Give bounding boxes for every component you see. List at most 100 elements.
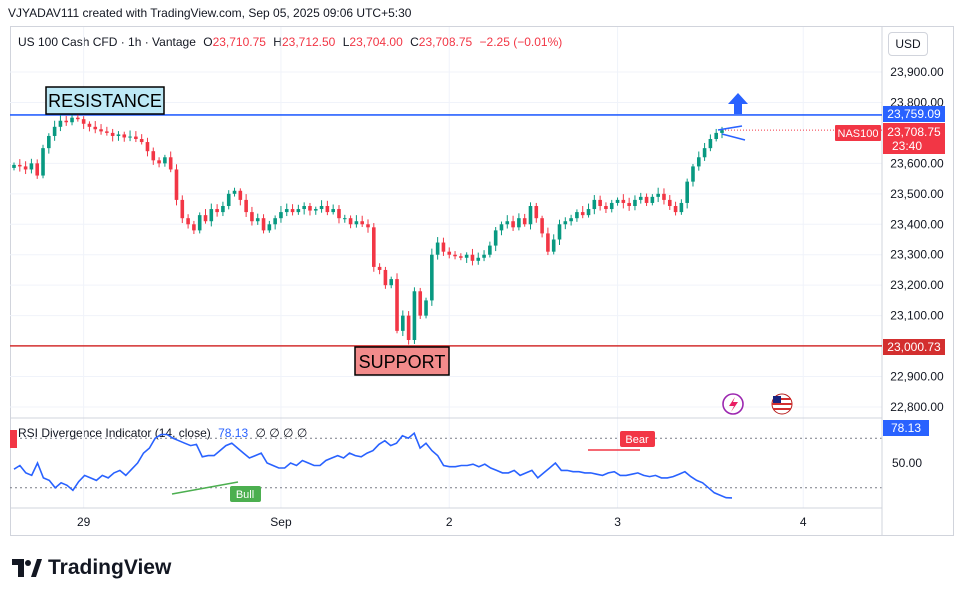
candle-body [609, 202, 614, 210]
candle-body [87, 123, 92, 127]
candle-body [12, 164, 16, 168]
candle-body [546, 233, 550, 252]
price-tick-label: 23,100.00 [890, 309, 944, 323]
candle-body [505, 221, 510, 225]
candle-body [551, 239, 556, 252]
candle-body [366, 224, 370, 228]
candle-body [615, 199, 620, 203]
candle-body [691, 166, 695, 182]
candle-body [215, 209, 219, 213]
price-axis[interactable]: 23,900.00 23,800.00 23,600.00 23,500.00 23,4… [890, 65, 944, 414]
candle-body [638, 196, 643, 200]
candle-body [720, 130, 724, 133]
candle-body [348, 218, 353, 225]
symbol-tag-box [835, 125, 881, 141]
price-tick-label: 22,900.00 [890, 370, 944, 384]
candle-body [453, 254, 457, 257]
price-tick-label: 23,300.00 [890, 248, 944, 262]
candle-body [412, 291, 417, 340]
price-tick-label: 23,900.00 [890, 65, 944, 79]
chart-creator-caption: VJYADAV111 created with TradingView.com,… [8, 6, 412, 20]
low-value: 23,704.00 [349, 35, 403, 49]
candle-body [464, 254, 469, 258]
candle-body [197, 215, 202, 231]
price-tick-label: 23,800.00 [890, 95, 944, 109]
currency-button[interactable]: USD [888, 32, 928, 56]
candle-body [192, 224, 196, 231]
support-label-box[interactable] [354, 346, 450, 376]
candle-body [70, 117, 74, 123]
tradingview-logo[interactable]: TradingView [12, 556, 171, 580]
candle-body [313, 209, 318, 211]
candle-body [430, 254, 434, 301]
candle-body [186, 218, 190, 225]
candle-body [319, 206, 324, 210]
flash-icon[interactable] [722, 393, 744, 415]
wedge-pattern [717, 125, 746, 141]
candle-body [447, 251, 452, 255]
candle-body [714, 132, 718, 139]
low-label: L [342, 35, 350, 49]
candle-body [569, 218, 573, 222]
candle-body [209, 209, 214, 222]
time-tick-label: Sep [270, 515, 292, 529]
symbol-legend[interactable]: US 100 Cash CFD · 1h · Vantage O23,710.7… [18, 35, 562, 49]
bar-countdown: 23:40 [892, 139, 922, 153]
candle-body [650, 196, 655, 203]
candle-body [522, 218, 527, 225]
candle-body [221, 206, 225, 213]
us-flag-icon[interactable] [771, 393, 793, 415]
resistance-price: 23,759.09 [887, 107, 941, 121]
candle-body [586, 209, 591, 216]
candle-body [290, 209, 295, 213]
candle-body [517, 218, 521, 228]
candle-body [401, 315, 405, 331]
open-value: 23,710.75 [212, 35, 266, 49]
rsi-name[interactable]: RSI Divergence Indicator (14, close) [18, 426, 211, 440]
candle-body [255, 218, 260, 222]
candle-body [296, 209, 301, 213]
candle-body [105, 131, 109, 133]
candle-body [174, 169, 179, 200]
rsi-value: 78.13 [891, 421, 921, 435]
candle-body [644, 196, 649, 203]
candle-body [598, 199, 602, 206]
price-tick-label: 23,500.00 [890, 187, 944, 201]
candle-body [325, 206, 330, 213]
symbol-name[interactable]: US 100 Cash CFD · 1h · Vantage [18, 35, 196, 49]
candle-body [627, 202, 631, 206]
candle-body [163, 157, 167, 164]
chart-frame [10, 26, 954, 536]
candle-body [435, 242, 440, 255]
candlesticks [12, 113, 724, 345]
resistance-label-box[interactable] [45, 86, 165, 115]
candle-body [377, 266, 382, 270]
tradingview-logo-text: TradingView [48, 556, 172, 579]
time-axis[interactable]: 29Sep23456 [77, 515, 965, 529]
candle-body [64, 120, 69, 123]
candle-body [424, 300, 428, 316]
candle-body [139, 139, 144, 143]
candle-body [267, 224, 272, 231]
price-tick-label: 23,600.00 [890, 156, 944, 170]
candle-body [592, 199, 597, 210]
candle-body [261, 218, 266, 231]
candle-body [528, 206, 533, 225]
candle-body [180, 199, 185, 219]
price-tick-label: 23,200.00 [890, 278, 944, 292]
candle-body [633, 199, 637, 206]
candle-body [168, 157, 173, 170]
candle-body [354, 221, 359, 225]
candle-body [476, 257, 481, 261]
time-tick-label: 2 [446, 515, 453, 529]
support-label: SUPPORT [359, 352, 446, 372]
time-tick-label: 29 [77, 515, 91, 529]
high-value: 23,712.50 [281, 35, 336, 49]
rsi-legend[interactable]: RSI Divergence Indicator (14, close) 78.… [18, 426, 307, 440]
bear-label-box [620, 431, 655, 447]
candle-body [708, 139, 713, 149]
candle-body [238, 190, 243, 200]
candle-body [418, 291, 423, 316]
candle-body [679, 202, 684, 213]
